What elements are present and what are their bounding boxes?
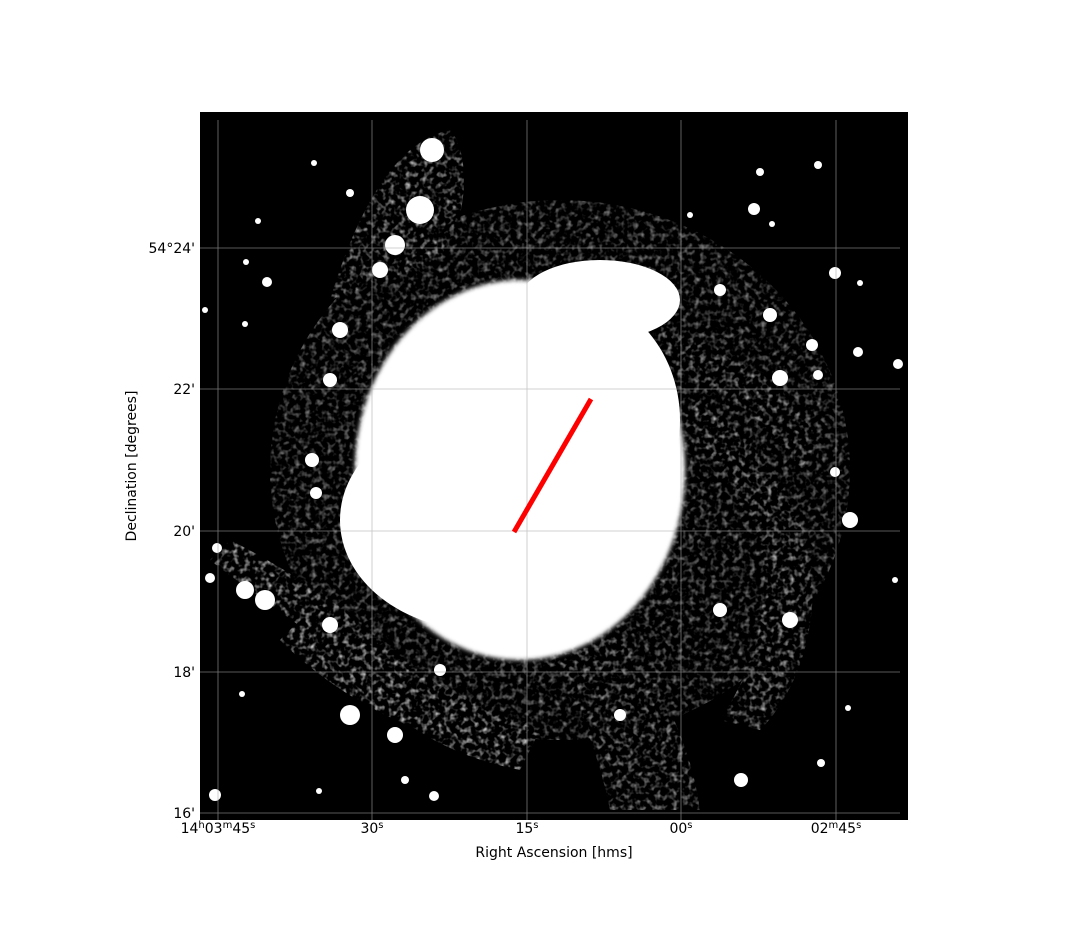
y-tick-label: 18'	[173, 665, 195, 681]
x-axis-label: Right Ascension [hms]	[475, 845, 632, 861]
y-tick-label: 16'	[173, 806, 195, 822]
x-tick-label: 02m45s	[811, 820, 862, 838]
red-line-marker	[511, 397, 594, 534]
y-tick-labels: 54°24' 22' 20' 18' 16'	[149, 241, 195, 822]
field-stars	[202, 160, 903, 801]
x-tick-label: 00s	[669, 820, 692, 838]
bright-knots	[236, 138, 858, 743]
coordinate-grid	[200, 120, 900, 820]
x-tick-label: 30s	[360, 820, 383, 838]
y-tick-label: 20'	[173, 524, 195, 540]
x-tick-label: 15s	[515, 820, 538, 838]
y-tick-label: 22'	[173, 382, 195, 398]
x-tick-label: 14h03m45s	[181, 820, 256, 838]
y-tick-label: 54°24'	[149, 241, 195, 257]
x-tick-labels: 14h03m45s 30s 15s 00s 02m45s	[181, 820, 862, 838]
galaxy-image	[200, 112, 908, 820]
y-axis-label: Declination [degrees]	[124, 391, 140, 542]
